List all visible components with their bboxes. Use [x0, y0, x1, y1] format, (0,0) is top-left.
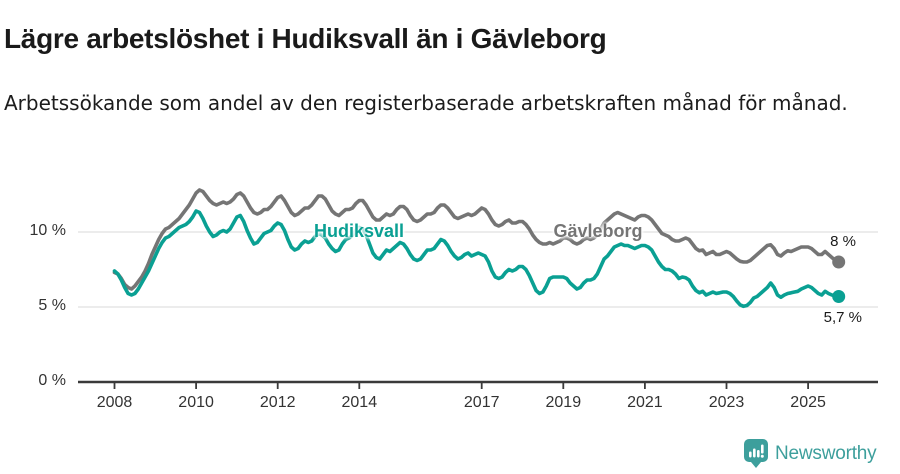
x-tick-label: 2010: [178, 394, 214, 411]
end-value-label-gavleborg: 8 %: [830, 233, 856, 250]
series-line-hudiksvall: [112, 209, 841, 309]
chart-subtitle: Arbetssökande som andel av den registerb…: [4, 91, 848, 115]
series-end-dot-hudiksvall: [832, 290, 846, 303]
x-tick-label: 2008: [96, 394, 133, 411]
x-tick-label: 2025: [790, 394, 826, 411]
x-tick-label: 2021: [627, 394, 663, 411]
y-tick-label: 0 %: [38, 372, 66, 389]
x-tick-label: 2012: [259, 394, 296, 411]
brand-name: Newsworthy: [775, 442, 877, 464]
y-tick-label: 5 %: [38, 297, 66, 314]
series-label-gavleborg: Gävleborg: [553, 221, 643, 241]
x-tick-label: 2019: [545, 394, 582, 411]
series-end-dot-gavleborg: [832, 255, 846, 269]
end-value-label-hudiksvall: 5,7 %: [823, 309, 862, 326]
x-tick-label: 2023: [708, 394, 745, 411]
series-label-hudiksvall: Hudiksvall: [313, 221, 405, 241]
newsworthy-logo-icon: [744, 439, 768, 468]
x-tick-label: 2017: [463, 394, 500, 411]
series-line-gavleborg: [112, 188, 841, 291]
y-tick-label: 10 %: [29, 222, 66, 239]
brand-footer: Newsworthy: [744, 439, 877, 468]
x-tick-label: 2014: [341, 394, 378, 411]
page-title: Lägre arbetslöshet i Hudiksvall än i Gäv…: [4, 22, 607, 54]
x-axis-ticks: [113, 382, 809, 389]
